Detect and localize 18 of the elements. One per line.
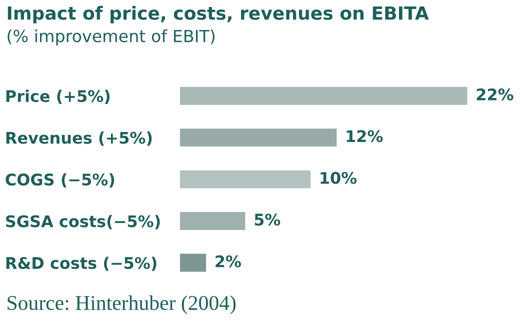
y-tick-label: Revenues (+5%) xyxy=(6,132,152,146)
source-note: Source: Hinterhuber (2004) xyxy=(8,295,236,314)
data-label: 22% xyxy=(476,88,514,100)
y-tick-label: R&D costs (−5%) xyxy=(6,256,156,271)
bar xyxy=(180,254,206,272)
bar xyxy=(180,212,246,230)
bar xyxy=(180,128,337,147)
y-tick-label: SGSA costs(−5%) xyxy=(6,214,160,230)
data-label: 2% xyxy=(216,255,241,268)
data-label: 12% xyxy=(346,130,383,142)
data-label: 10% xyxy=(320,172,357,184)
data-label: 5% xyxy=(254,214,280,226)
y-tick-label: Price (+5%) xyxy=(6,90,110,104)
bar xyxy=(180,86,468,105)
bar xyxy=(180,170,311,188)
chart-subtitle: (% improvement of EBIT) xyxy=(8,29,214,46)
y-tick-label: COGS (−5%) xyxy=(6,173,114,188)
chart-title: Impact of price, costs, revenues on EBITA xyxy=(8,6,429,24)
